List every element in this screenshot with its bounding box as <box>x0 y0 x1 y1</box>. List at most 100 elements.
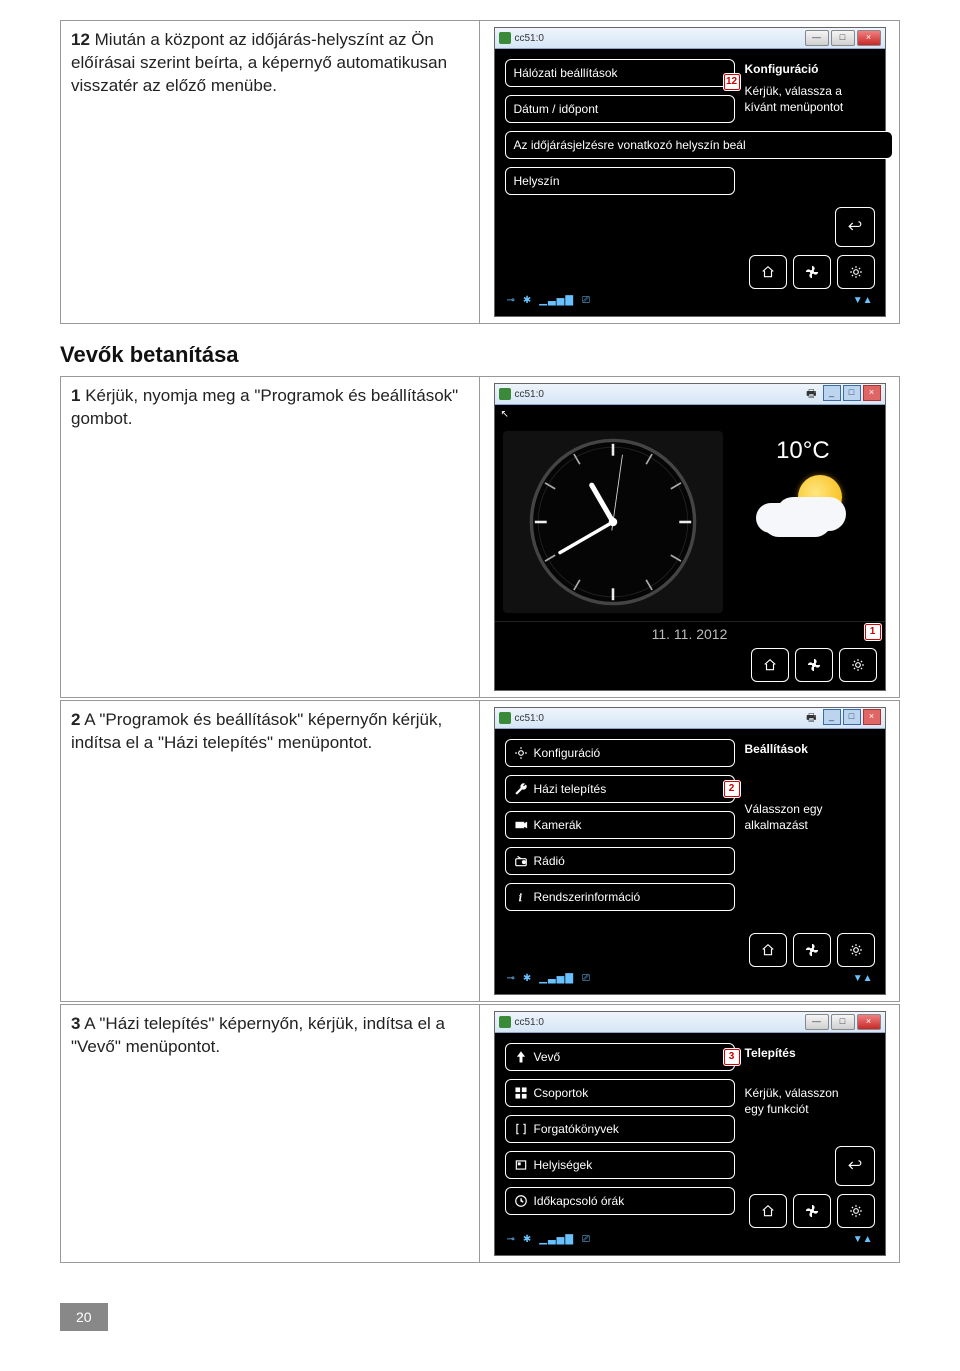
menu-label: Helyszín <box>514 174 560 188</box>
settings-button[interactable] <box>837 933 875 967</box>
step-badge-1: 1 <box>865 624 881 640</box>
step-2-screenshot-cell: cc51:0 🖶 _ □ × Konfiguráció <box>480 701 899 1001</box>
close-button[interactable]: × <box>863 709 881 725</box>
window-title: cc51:0 <box>515 1017 805 1028</box>
maximize-button[interactable]: □ <box>831 30 855 46</box>
window-titlebar: cc51:0 — □ × <box>495 28 885 49</box>
menu-label: Rendszerinformáció <box>534 890 641 904</box>
date-label: 11. 11. 2012 <box>495 621 885 644</box>
menu-column: Vevő 3 Csoportok Forgatókönyvek <box>505 1043 735 1215</box>
fan-button[interactable] <box>793 1194 831 1228</box>
menu-column: Hálózati beállítások Dátum / időpont 12 … <box>505 59 735 195</box>
menu-item-timer-clocks[interactable]: Időkapcsoló órák <box>505 1187 735 1215</box>
settings-button[interactable] <box>837 255 875 289</box>
step-12-text-cell: 12 Miután a központ az időjárás-helyszín… <box>61 21 480 323</box>
fan-icon <box>805 265 819 279</box>
temperature-value: 10°C <box>733 437 872 465</box>
back-button[interactable] <box>835 1146 875 1186</box>
info-text-1: Kérjük, válasszon <box>745 1085 875 1101</box>
back-arrow-icon <box>848 1159 862 1173</box>
minimize-button[interactable]: — <box>805 1014 829 1030</box>
home-button[interactable] <box>751 648 789 682</box>
status-icon: ⎚ <box>582 1234 590 1245</box>
menu-item-location[interactable]: Helyszín <box>505 167 735 195</box>
tool-icon[interactable]: 🖶 <box>806 385 816 404</box>
step-1-screenshot-cell: cc51:0 🖶 _ □ × ↖ <box>480 377 899 697</box>
info-text: Kérjük, válassza a kívánt menüpontot <box>745 83 875 115</box>
menu-item-groups[interactable]: Csoportok <box>505 1079 735 1107</box>
home-button[interactable] <box>749 255 787 289</box>
scroll-indicator-icon: ▼▲ <box>853 295 873 306</box>
section-title: Vevők betanítása <box>60 342 900 368</box>
device-body: Vevő 3 Csoportok Forgatókönyvek <box>495 1033 885 1255</box>
status-bar: ⊸ ✱ ▁▃▅▇ ⎚ ▼▲ <box>505 1234 875 1245</box>
device-window-3: cc51:0 — □ × Vevő 3 <box>494 1011 886 1256</box>
minimize-button[interactable]: _ <box>823 385 841 401</box>
step-2-row: 2 A "Programok és beállítások" képernyőn… <box>60 700 900 1002</box>
fan-button[interactable] <box>795 648 833 682</box>
menu-item-scenarios[interactable]: Forgatókönyvek <box>505 1115 735 1143</box>
grid-icon <box>514 1086 528 1100</box>
status-icon: ⊸ <box>507 1234 515 1245</box>
nav-buttons <box>749 1194 875 1228</box>
window-app-icon <box>499 1016 511 1028</box>
svg-text:i: i <box>518 891 521 904</box>
fan-button[interactable] <box>793 255 831 289</box>
analog-clock-icon <box>528 437 698 607</box>
home-icon <box>761 943 775 957</box>
menu-label: Vevő <box>534 1050 561 1064</box>
info-title: Beállítások <box>745 741 875 757</box>
step-2-text: A "Programok és beállítások" képernyőn k… <box>71 710 442 752</box>
gear-icon <box>849 265 863 279</box>
minimize-button[interactable]: _ <box>823 709 841 725</box>
window-buttons: — □ × <box>805 30 881 46</box>
device-window-12: cc51:0 — □ × Hálózati beállítások <box>494 27 886 317</box>
menu-item-receiver[interactable]: Vevő 3 <box>505 1043 735 1071</box>
home-icon <box>761 1204 775 1218</box>
page-number: 20 <box>60 1303 108 1331</box>
camera-icon <box>514 818 528 832</box>
clock-widget <box>503 431 724 613</box>
menu-item-radio[interactable]: Rádió <box>505 847 735 875</box>
step-1-row: 1 Kérjük, nyomja meg a "Programok és beá… <box>60 376 900 698</box>
menu-item-sysinfo[interactable]: i Rendszerinformáció <box>505 883 735 911</box>
menu-item-house-install[interactable]: Házi telepítés 2 <box>505 775 735 803</box>
menu-item-weather-location[interactable]: Az időjárásjelzésre vonatkozó helyszín b… <box>505 131 893 159</box>
minimize-button[interactable]: — <box>805 30 829 46</box>
status-icon: ✱ <box>523 1234 531 1245</box>
device-body: Hálózati beállítások Dátum / időpont 12 … <box>495 49 885 316</box>
menu-item-rooms[interactable]: Helyiségek <box>505 1151 735 1179</box>
maximize-button[interactable]: □ <box>843 385 861 401</box>
menu-label: Forgatókönyvek <box>534 1122 619 1136</box>
home-button[interactable] <box>749 933 787 967</box>
nav-buttons <box>749 255 875 289</box>
close-button[interactable]: × <box>857 1014 881 1030</box>
menu-item-cameras[interactable]: Kamerák <box>505 811 735 839</box>
settings-button[interactable] <box>837 1194 875 1228</box>
back-button[interactable] <box>835 207 875 247</box>
device-window-2: cc51:0 🖶 _ □ × Konfiguráció <box>494 707 886 995</box>
maximize-button[interactable]: □ <box>831 1014 855 1030</box>
info-text-1: Válasszon egy <box>745 801 875 817</box>
home-icon <box>763 658 777 672</box>
home-button[interactable] <box>749 1194 787 1228</box>
menu-item-network[interactable]: Hálózati beállítások <box>505 59 735 87</box>
close-button[interactable]: × <box>857 30 881 46</box>
nav-buttons <box>749 933 875 967</box>
settings-button[interactable] <box>839 648 877 682</box>
step-3-screenshot-cell: cc51:0 — □ × Vevő 3 <box>480 1005 899 1262</box>
tool-icon[interactable]: 🖶 <box>806 709 816 728</box>
menu-label: Hálózati beállítások <box>514 66 618 80</box>
step-2-text-cell: 2 A "Programok és beállítások" képernyőn… <box>61 701 480 1001</box>
close-button[interactable]: × <box>863 385 881 401</box>
step-12-row: 12 Miután a központ az időjárás-helyszín… <box>60 20 900 324</box>
menu-label: Házi telepítés <box>534 782 607 796</box>
menu-label: Kamerák <box>534 818 582 832</box>
menu-item-datetime[interactable]: Dátum / időpont 12 <box>505 95 735 123</box>
menu-item-config[interactable]: Konfiguráció <box>505 739 735 767</box>
status-icon: ⎚ <box>582 295 590 306</box>
step-badge-2: 2 <box>724 781 740 797</box>
maximize-button[interactable]: □ <box>843 709 861 725</box>
fan-icon <box>805 1204 819 1218</box>
fan-button[interactable] <box>793 933 831 967</box>
